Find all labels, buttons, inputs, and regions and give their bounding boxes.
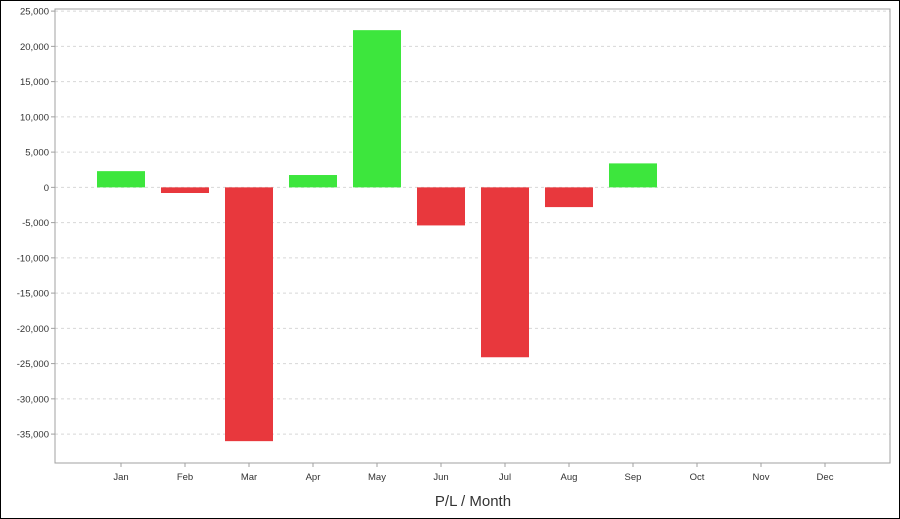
x-tick-label: Sep	[625, 472, 642, 483]
x-tick-label: Aug	[561, 472, 578, 483]
y-tick-label: 20,000	[20, 42, 49, 53]
x-tick-label: Jul	[499, 472, 511, 483]
x-tick-label: Nov	[753, 472, 770, 483]
x-axis-label: P/L / Month	[435, 493, 511, 510]
y-tick-label: -15,000	[17, 289, 49, 300]
bar-may	[353, 30, 401, 188]
x-tick-label: Apr	[306, 472, 321, 483]
x-tick-label: May	[368, 472, 386, 483]
bar-apr	[289, 175, 337, 188]
bar-feb	[161, 187, 209, 193]
y-tick-label: 15,000	[20, 77, 49, 88]
y-tick-label: 10,000	[20, 112, 49, 123]
x-tick-labels: Jan Feb Mar Apr May Jun Jul Aug Sep Oct Nov Dec	[113, 472, 833, 483]
y-tick-label: -30,000	[17, 394, 49, 405]
gridlines	[55, 10, 890, 435]
x-tick-label: Jun	[433, 472, 448, 483]
x-tick-label: Dec	[817, 472, 834, 483]
y-tick-label: -5,000	[22, 218, 49, 229]
bar-mar	[225, 187, 273, 442]
x-tick-label: Jan	[113, 472, 128, 483]
bar-jul	[481, 187, 529, 358]
y-tick-label: -20,000	[17, 324, 49, 335]
x-tick-label: Feb	[177, 472, 193, 483]
y-tick-label: -10,000	[17, 253, 49, 264]
y-tick-label: -25,000	[17, 359, 49, 370]
x-tick-label: Oct	[690, 472, 705, 483]
y-tick-labels: 25,000 20,000 15,000 10,000 5,000 0 -5,000 -10,…	[17, 7, 49, 441]
bar-aug	[545, 187, 593, 208]
bars	[97, 30, 657, 442]
y-tick-label: -35,000	[17, 430, 49, 441]
bar-jan	[97, 171, 145, 188]
y-tick-label: 0	[44, 183, 49, 194]
plot-border	[54, 8, 891, 464]
x-tick-label: Mar	[241, 472, 257, 483]
bar-sep	[609, 163, 657, 188]
bar-jun	[417, 187, 465, 226]
y-tick-label: 5,000	[25, 148, 49, 159]
y-tick-label: 25,000	[20, 7, 49, 18]
axes	[51, 8, 891, 467]
